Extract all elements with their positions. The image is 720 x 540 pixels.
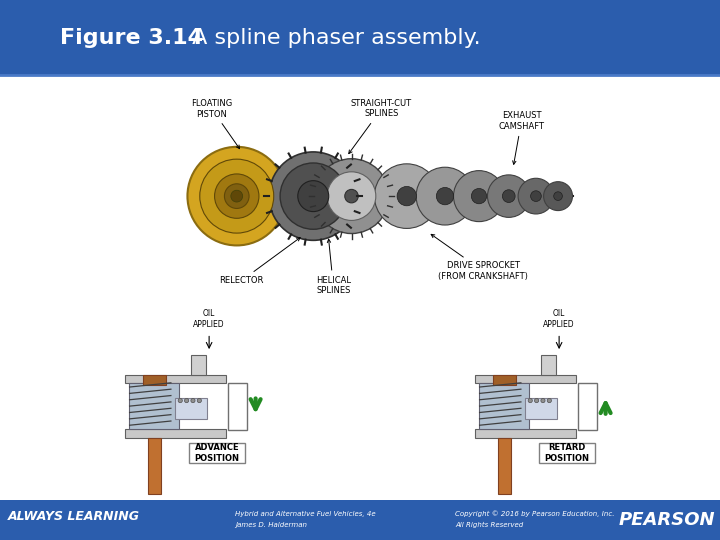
Circle shape [327, 172, 376, 220]
Circle shape [345, 190, 359, 203]
Text: A spline phaser assembly.: A spline phaser assembly. [185, 28, 481, 48]
Circle shape [487, 175, 530, 218]
Circle shape [191, 399, 195, 403]
Bar [539, 443, 595, 463]
Bar [475, 429, 575, 437]
Bar [176, 399, 207, 419]
Bar [228, 382, 247, 430]
Circle shape [416, 167, 474, 225]
Bar [541, 355, 557, 375]
Text: Hybrid and Alternative Fuel Vehicles, 4e: Hybrid and Alternative Fuel Vehicles, 4e [235, 511, 376, 517]
Bar [492, 375, 516, 385]
Circle shape [280, 163, 346, 230]
Circle shape [314, 159, 389, 233]
Circle shape [225, 184, 249, 208]
Text: OIL
APPLIED: OIL APPLIED [544, 309, 575, 328]
Bar [0, 0, 720, 75]
Text: HELICAL
SPLINES: HELICAL SPLINES [316, 239, 351, 295]
Circle shape [184, 399, 189, 403]
Text: FLOATING
PISTON: FLOATING PISTON [191, 99, 240, 148]
Text: ALWAYS LEARNING: ALWAYS LEARNING [8, 510, 140, 523]
Circle shape [531, 191, 541, 201]
Circle shape [541, 399, 545, 403]
Circle shape [197, 399, 202, 403]
Circle shape [231, 190, 243, 202]
Text: James D. Halderman: James D. Halderman [235, 522, 307, 528]
Circle shape [518, 178, 554, 214]
Text: All Rights Reserved: All Rights Reserved [455, 522, 523, 528]
Text: Figure 3.14: Figure 3.14 [60, 28, 203, 48]
Text: ADVANCE
POSITION: ADVANCE POSITION [194, 443, 240, 463]
Circle shape [503, 190, 515, 202]
Circle shape [269, 152, 357, 240]
Bar [0, 75, 720, 500]
Circle shape [178, 399, 182, 403]
Text: STRAIGHT-CUT
SPLINES: STRAIGHT-CUT SPLINES [348, 99, 412, 153]
Circle shape [199, 159, 274, 233]
Bar [526, 399, 557, 419]
Bar [148, 437, 161, 494]
Text: RELECTOR: RELECTOR [220, 238, 300, 285]
Bar [189, 443, 245, 463]
Bar [143, 375, 166, 385]
Bar [129, 383, 179, 429]
Circle shape [436, 187, 454, 205]
Circle shape [374, 164, 439, 228]
Bar [498, 437, 510, 494]
Circle shape [528, 399, 532, 403]
Circle shape [298, 181, 329, 212]
Bar [479, 383, 529, 429]
Bar [0, 500, 720, 540]
Bar [191, 355, 207, 375]
Text: OIL
APPLIED: OIL APPLIED [193, 309, 225, 328]
Bar [475, 375, 575, 383]
Circle shape [547, 399, 552, 403]
Circle shape [454, 171, 505, 221]
Circle shape [472, 188, 487, 204]
Circle shape [544, 181, 572, 211]
Text: DRIVE SPROCKET
(FROM CRANKSHAFT): DRIVE SPROCKET (FROM CRANKSHAFT) [431, 234, 528, 281]
Circle shape [397, 186, 416, 206]
Circle shape [187, 147, 286, 245]
Bar [577, 382, 597, 430]
Bar [125, 375, 225, 383]
Circle shape [554, 192, 562, 200]
Circle shape [215, 174, 259, 218]
Text: EXHAUST
CAMSHAFT: EXHAUST CAMSHAFT [498, 111, 544, 164]
Text: Copyright © 2016 by Pearson Education, Inc.: Copyright © 2016 by Pearson Education, I… [455, 511, 614, 517]
Text: PEARSON: PEARSON [618, 511, 715, 529]
Bar [125, 429, 225, 437]
Circle shape [534, 399, 539, 403]
Text: RETARD
POSITION: RETARD POSITION [544, 443, 590, 463]
